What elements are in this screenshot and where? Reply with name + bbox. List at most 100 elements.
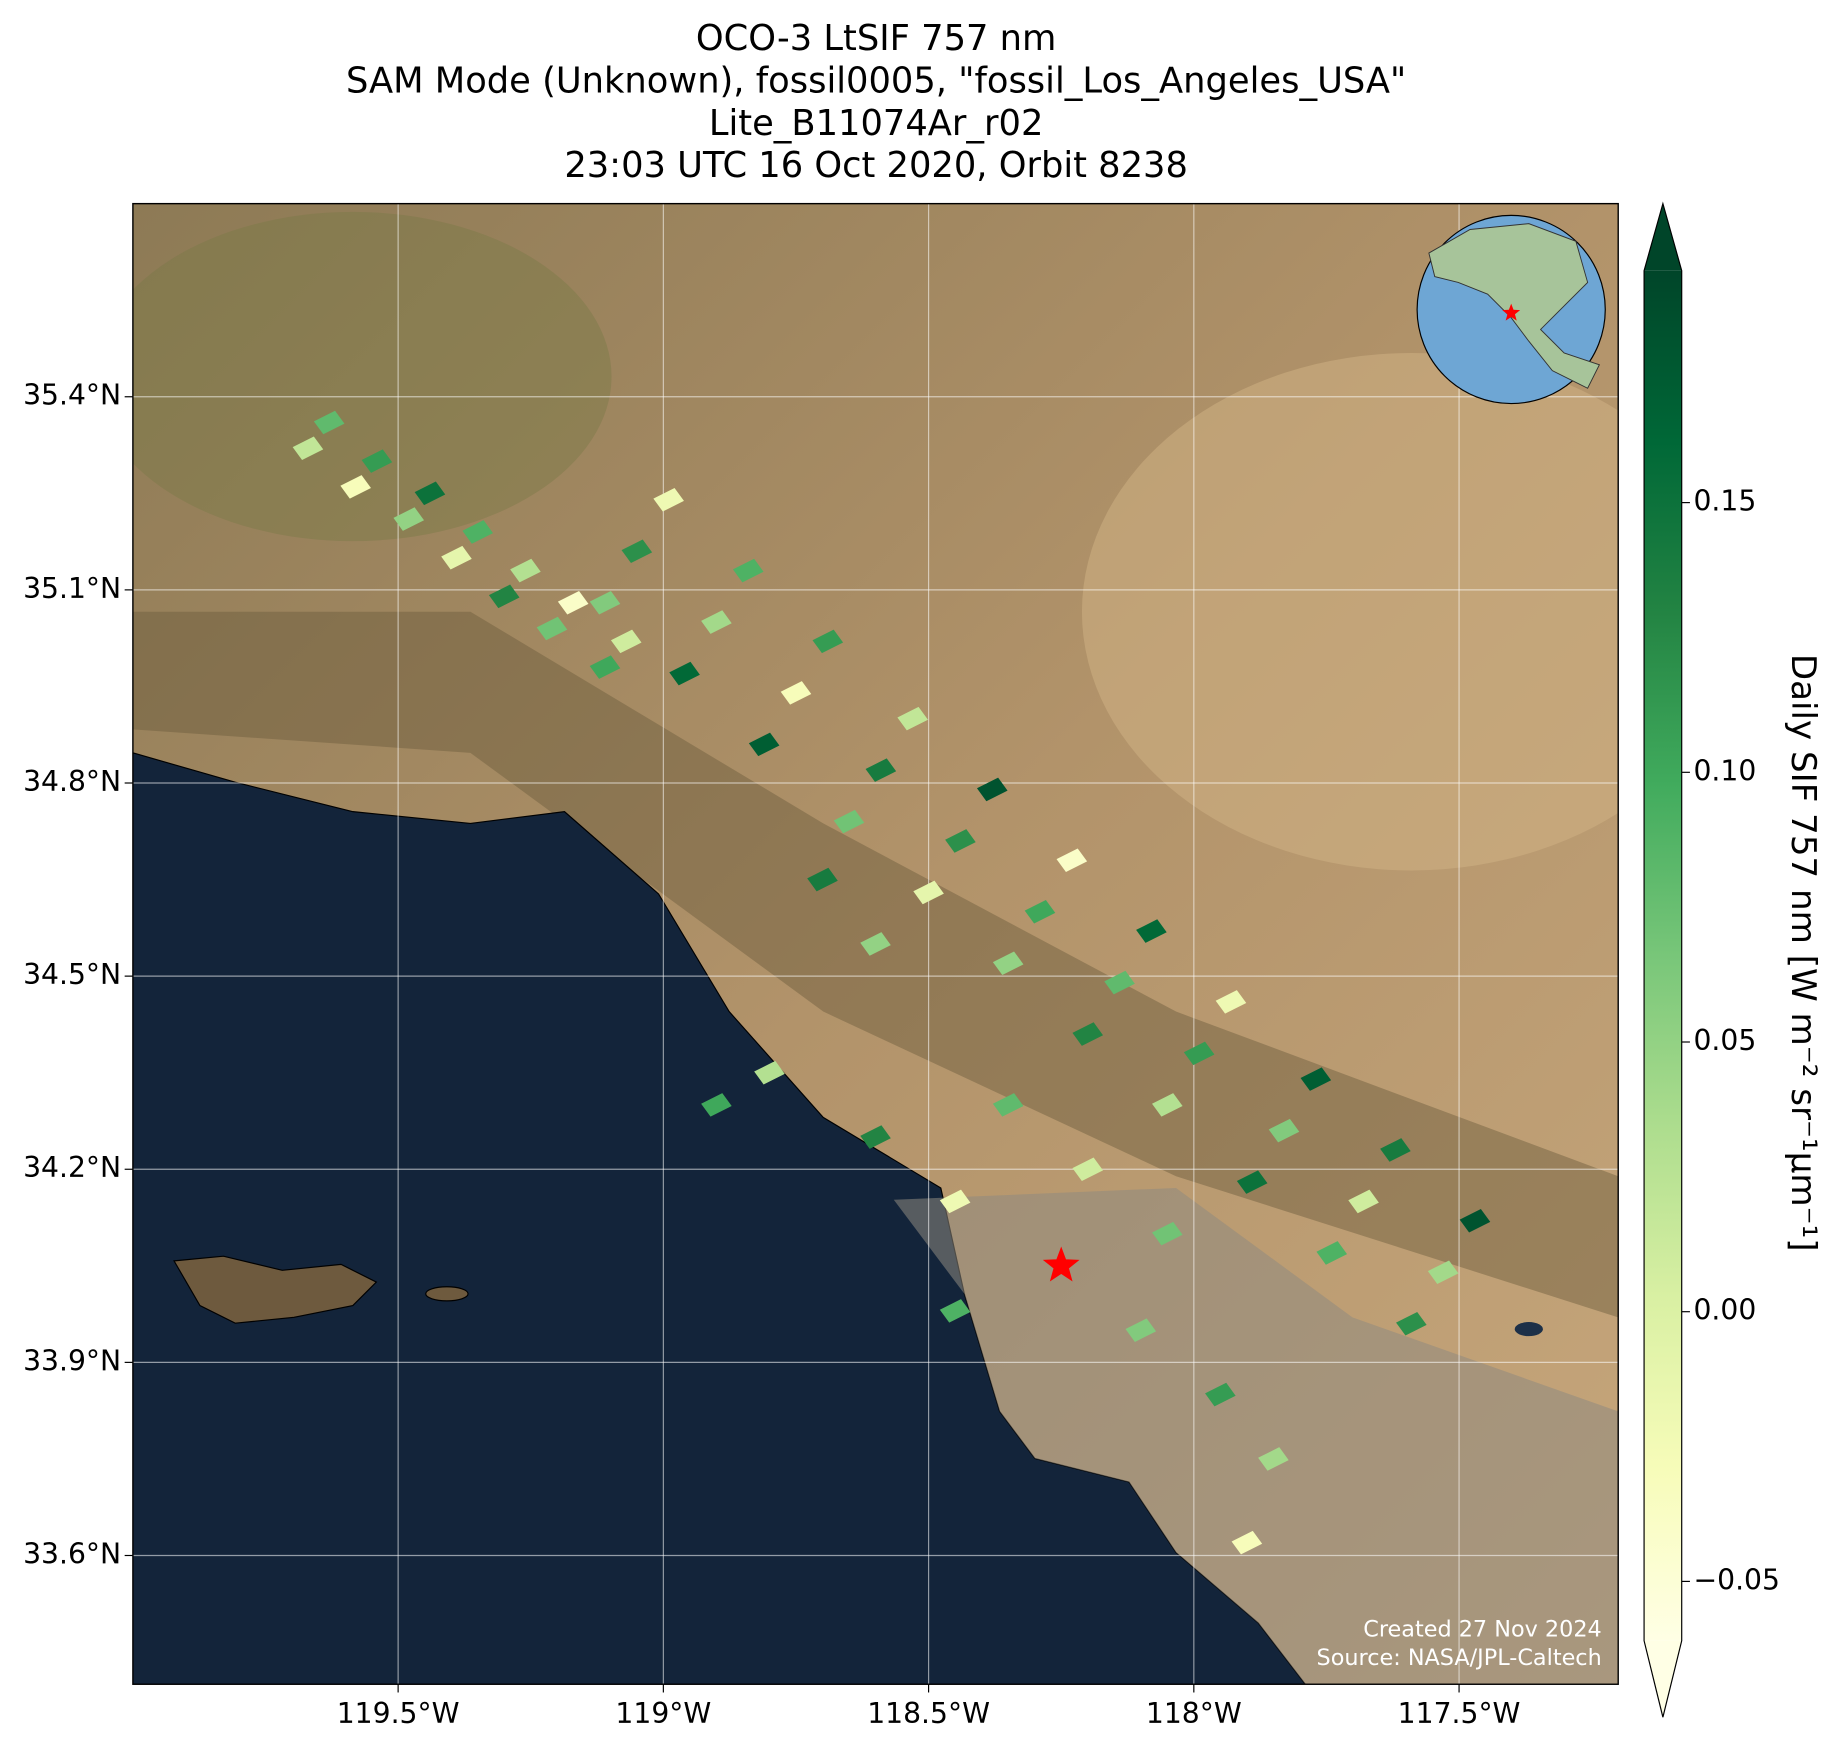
colorbar-tick-label: 0.15 bbox=[1693, 485, 1756, 518]
colorbar-tick-label: 0.10 bbox=[1693, 754, 1756, 787]
sif-footprint bbox=[1427, 1260, 1459, 1285]
sif-footprint bbox=[1236, 1170, 1268, 1194]
sif-footprint bbox=[1072, 1157, 1104, 1182]
colorbar-tick-label: 0.00 bbox=[1693, 1294, 1756, 1327]
y-tick-label: 34.5°N bbox=[23, 958, 121, 991]
sif-footprint bbox=[292, 436, 324, 461]
sif-footprint bbox=[1215, 990, 1247, 1014]
chart-title: Lite_B11074Ar_r02 bbox=[709, 103, 1044, 144]
y-tick-label: 35.4°N bbox=[23, 379, 121, 412]
globe-land bbox=[1428, 223, 1601, 389]
sif-footprint bbox=[865, 758, 897, 782]
y-tick-label: 33.9°N bbox=[23, 1344, 121, 1377]
sif-footprint bbox=[812, 629, 844, 654]
sif-footprint bbox=[1348, 1189, 1379, 1214]
sif-footprint bbox=[1056, 848, 1088, 873]
x-tick-label: 118.5°W bbox=[867, 1697, 990, 1730]
sif-footprint bbox=[488, 584, 520, 609]
island bbox=[425, 1286, 469, 1302]
sif-footprint bbox=[462, 520, 493, 544]
chart-title: 23:03 UTC 16 Oct 2020, Orbit 8238 bbox=[564, 145, 1188, 186]
sif-footprint bbox=[992, 1093, 1024, 1117]
sif-footprint bbox=[653, 487, 684, 512]
sif-footprint bbox=[589, 590, 621, 615]
sif-footprint bbox=[589, 655, 621, 679]
sif-footprint bbox=[669, 661, 700, 686]
sif-footprint bbox=[860, 932, 891, 956]
footprints bbox=[292, 410, 1491, 1555]
sif-footprint bbox=[701, 1093, 732, 1117]
colorbar: −0.05 0.00 0.05 0.10 0.15 Daily SIF 757 nm [W… bbox=[1643, 201, 1823, 1718]
sif-footprint bbox=[976, 777, 1008, 802]
sif-footprint bbox=[621, 539, 653, 564]
valley-fields bbox=[132, 211, 612, 542]
basemap bbox=[132, 203, 1619, 1685]
y-tick-label: 35.1°N bbox=[23, 572, 121, 605]
sif-footprint bbox=[536, 616, 568, 641]
sif-footprint bbox=[1300, 1067, 1332, 1091]
sif-footprint bbox=[441, 545, 472, 570]
colorbar-body bbox=[1644, 270, 1682, 1641]
sif-footprint bbox=[1072, 1022, 1104, 1046]
sif-footprint bbox=[557, 590, 589, 615]
sif-footprint bbox=[780, 681, 812, 705]
lake bbox=[1514, 1322, 1543, 1337]
sif-footprint bbox=[1231, 1530, 1263, 1555]
island bbox=[173, 1255, 378, 1324]
sif-footprint bbox=[748, 732, 780, 757]
sif-footprint bbox=[860, 1125, 891, 1149]
sif-footprint bbox=[1136, 919, 1167, 943]
sif-footprint bbox=[340, 475, 371, 499]
sif-footprint bbox=[701, 610, 732, 634]
sif-footprint bbox=[1024, 899, 1056, 924]
sif-footprint bbox=[1205, 1382, 1236, 1407]
sif-footprint bbox=[833, 809, 865, 834]
colorbar-tick-label: −0.05 bbox=[1693, 1563, 1779, 1596]
map-frame bbox=[132, 202, 1619, 1685]
desert bbox=[1082, 353, 1619, 871]
sif-footprint bbox=[939, 1299, 971, 1323]
x-tick-label: 119°W bbox=[615, 1697, 711, 1730]
sif-footprint bbox=[807, 867, 838, 892]
colorbar-tick-label: 0.05 bbox=[1693, 1024, 1756, 1057]
target-marker bbox=[1042, 1246, 1080, 1282]
graticule bbox=[124, 203, 1619, 1693]
sif-footprint bbox=[393, 507, 425, 531]
sif-footprint bbox=[1459, 1208, 1491, 1233]
sif-footprint bbox=[1396, 1311, 1427, 1336]
chart-title: OCO-3 LtSIF 757 nm bbox=[696, 18, 1056, 59]
globe-target-marker bbox=[1502, 303, 1521, 321]
sif-footprint bbox=[1125, 1318, 1157, 1342]
mountains bbox=[132, 611, 1619, 1318]
colorbar-label: Daily SIF 757 nm [W m⁻² sr⁻¹μm⁻¹] bbox=[1783, 654, 1823, 1252]
sif-footprint bbox=[897, 706, 928, 731]
sif-footprint bbox=[361, 449, 393, 473]
colorbar-outline bbox=[1643, 201, 1683, 1718]
annotation: Created 27 Nov 2024 bbox=[1363, 1617, 1601, 1643]
y-tick-label: 34.8°N bbox=[23, 765, 121, 798]
sif-footprint bbox=[1316, 1241, 1348, 1265]
sif-footprint bbox=[610, 629, 642, 654]
x-tick-label: 118°W bbox=[1146, 1697, 1242, 1730]
sif-footprint bbox=[1268, 1118, 1300, 1143]
sif-footprint bbox=[414, 481, 446, 506]
sif-footprint bbox=[754, 1060, 785, 1085]
sif-footprint bbox=[945, 829, 976, 853]
sif-footprint bbox=[1258, 1447, 1289, 1471]
x-tick-label: 119.5°W bbox=[337, 1697, 460, 1730]
colorbar-extend-max bbox=[1644, 203, 1682, 271]
y-tick-label: 33.6°N bbox=[23, 1537, 121, 1570]
x-tick-label: 117.5°W bbox=[1398, 1697, 1521, 1730]
annotation: Source: NASA/JPL-Caltech bbox=[1317, 1645, 1602, 1671]
sif-footprint bbox=[1104, 970, 1135, 995]
chart-title: SAM Mode (Unknown), fossil0005, "fossil_… bbox=[346, 61, 1406, 102]
colorbar-extend-min bbox=[1644, 1640, 1682, 1718]
sif-footprint bbox=[1152, 1093, 1183, 1117]
sif-footprint bbox=[510, 558, 541, 583]
sif-footprint bbox=[1152, 1221, 1183, 1246]
sif-footprint bbox=[1380, 1138, 1411, 1162]
sif-footprint bbox=[992, 951, 1024, 976]
sif-footprint bbox=[913, 880, 944, 905]
